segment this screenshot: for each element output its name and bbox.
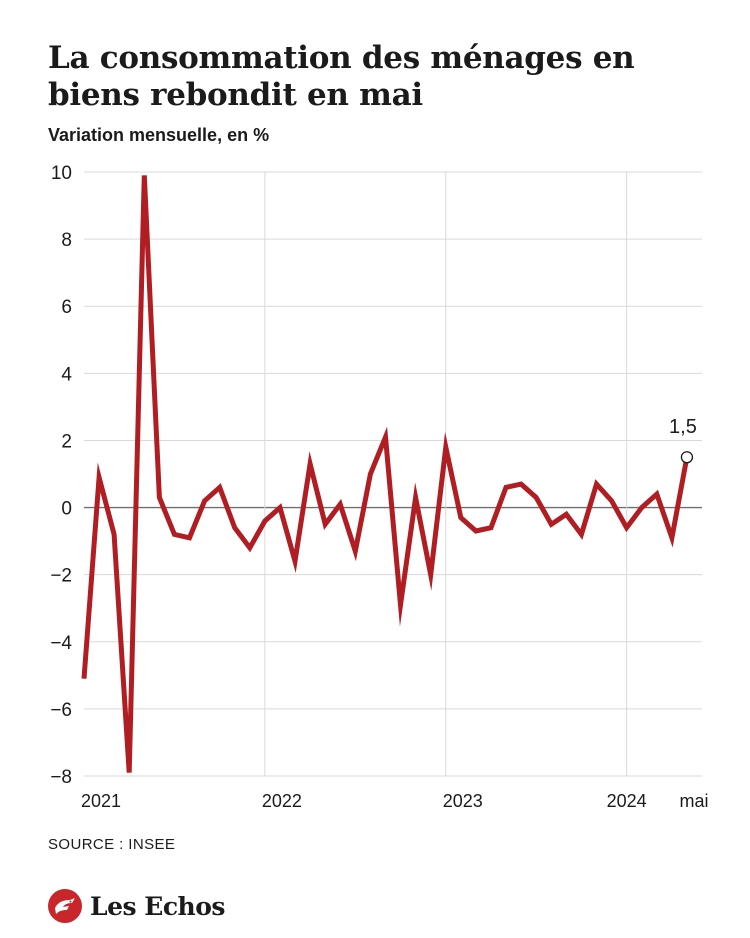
line-chart: 10 8 6 4 2 0 −2 −4 −6 −8 2021 2022 2023 2024 mai 1,5 bbox=[50, 163, 708, 811]
y-tick-label: 0 bbox=[61, 499, 72, 520]
annotation-layer: 1,5 bbox=[669, 416, 697, 464]
y-tick-label: 4 bbox=[61, 364, 72, 385]
grid-lines bbox=[84, 171, 702, 777]
series-layer bbox=[81, 175, 690, 773]
y-tick-label: −4 bbox=[50, 633, 72, 654]
brand-lockup: Les Echos bbox=[48, 888, 225, 924]
source-note: SOURCE : INSEE bbox=[48, 836, 176, 853]
y-tick-label: −8 bbox=[50, 767, 72, 788]
last-value-label: 1,5 bbox=[669, 416, 697, 438]
series-line bbox=[81, 175, 690, 773]
y-tick-label: 6 bbox=[61, 297, 72, 318]
les-echos-logo-icon bbox=[48, 889, 82, 923]
last-value-marker bbox=[680, 451, 694, 464]
x-tick-label: mai bbox=[679, 791, 708, 811]
x-tick-label: 2024 bbox=[607, 791, 647, 811]
chart-subtitle: Variation mensuelle, en % bbox=[48, 125, 270, 145]
x-tick-label: 2022 bbox=[262, 791, 302, 811]
y-tick-label: 2 bbox=[61, 431, 72, 452]
x-tick-label: 2023 bbox=[443, 791, 483, 811]
y-tick-label: 10 bbox=[51, 163, 72, 184]
y-tick-label: 8 bbox=[61, 230, 72, 251]
axis-labels: 10 8 6 4 2 0 −2 −4 −6 −8 2021 2022 2023 2024 mai bbox=[50, 163, 708, 811]
brand-name: Les Echos bbox=[90, 891, 225, 921]
y-tick-label: −6 bbox=[50, 700, 72, 721]
x-tick-label: 2021 bbox=[81, 791, 121, 811]
y-tick-label: −2 bbox=[50, 566, 72, 587]
chart-title: La consommation des ménages en biens reb… bbox=[48, 40, 635, 113]
